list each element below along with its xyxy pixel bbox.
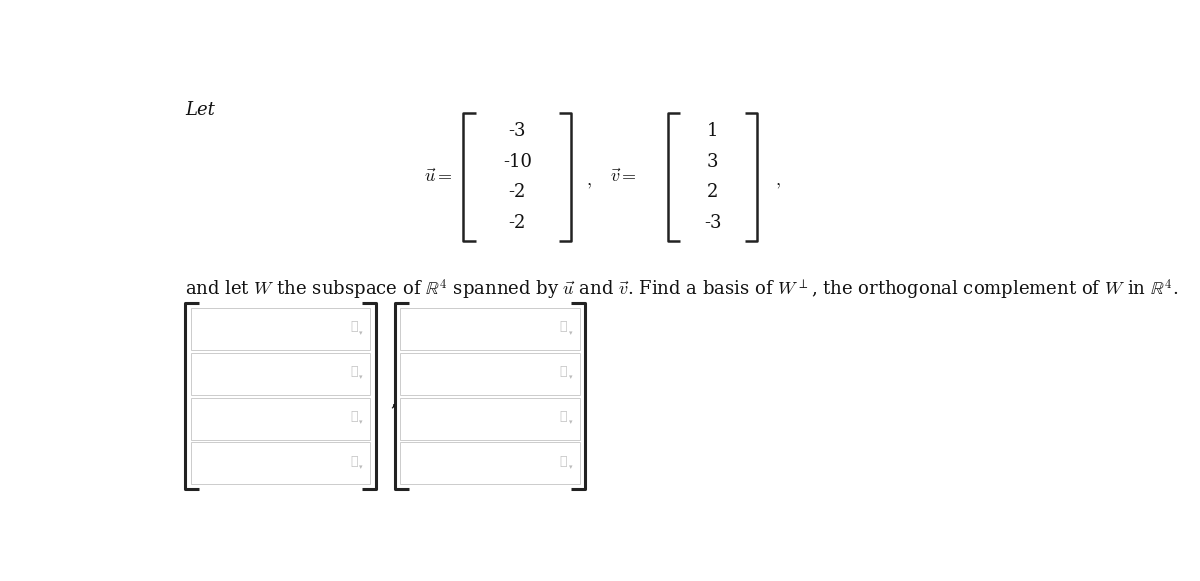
- Text: -3: -3: [509, 123, 526, 141]
- FancyBboxPatch shape: [400, 442, 580, 485]
- Text: ▾: ▾: [569, 463, 572, 471]
- Text: ▾: ▾: [569, 418, 572, 426]
- Text: $,$: $,$: [775, 173, 781, 191]
- Text: ✏: ✏: [559, 455, 566, 468]
- Text: $\vec{v} =$: $\vec{v} =$: [611, 168, 637, 186]
- Text: -2: -2: [509, 214, 526, 232]
- Text: ▾: ▾: [569, 329, 572, 337]
- FancyBboxPatch shape: [400, 397, 580, 440]
- Text: -2: -2: [509, 183, 526, 201]
- Text: $,$: $,$: [586, 173, 592, 191]
- Text: ✏: ✏: [350, 321, 358, 333]
- Text: ,: ,: [390, 391, 396, 409]
- Text: ✏: ✏: [350, 410, 358, 423]
- Text: -10: -10: [503, 153, 532, 171]
- Text: 2: 2: [707, 183, 719, 201]
- Text: ▾: ▾: [359, 374, 362, 382]
- FancyBboxPatch shape: [191, 442, 371, 485]
- Text: Let: Let: [185, 101, 215, 119]
- Text: $\vec{u} =$: $\vec{u} =$: [424, 168, 452, 186]
- Text: ▾: ▾: [569, 374, 572, 382]
- Text: ▾: ▾: [359, 463, 362, 471]
- FancyBboxPatch shape: [191, 397, 371, 440]
- Text: ✏: ✏: [350, 455, 358, 468]
- FancyBboxPatch shape: [191, 308, 371, 350]
- Text: ✏: ✏: [559, 365, 566, 378]
- Text: 3: 3: [707, 153, 719, 171]
- FancyBboxPatch shape: [191, 353, 371, 395]
- Text: 1: 1: [707, 123, 719, 141]
- FancyBboxPatch shape: [400, 308, 580, 350]
- Text: ✏: ✏: [559, 321, 566, 333]
- Text: -3: -3: [704, 214, 721, 232]
- Text: ▾: ▾: [359, 329, 362, 337]
- Text: ✏: ✏: [559, 410, 566, 423]
- FancyBboxPatch shape: [400, 353, 580, 395]
- Text: ✏: ✏: [350, 365, 358, 378]
- Text: ▾: ▾: [359, 418, 362, 426]
- Text: and let $W$ the subspace of $\mathbb{R}^4$ spanned by $\vec{u}$ and $\vec{v}$. F: and let $W$ the subspace of $\mathbb{R}^…: [185, 278, 1178, 302]
